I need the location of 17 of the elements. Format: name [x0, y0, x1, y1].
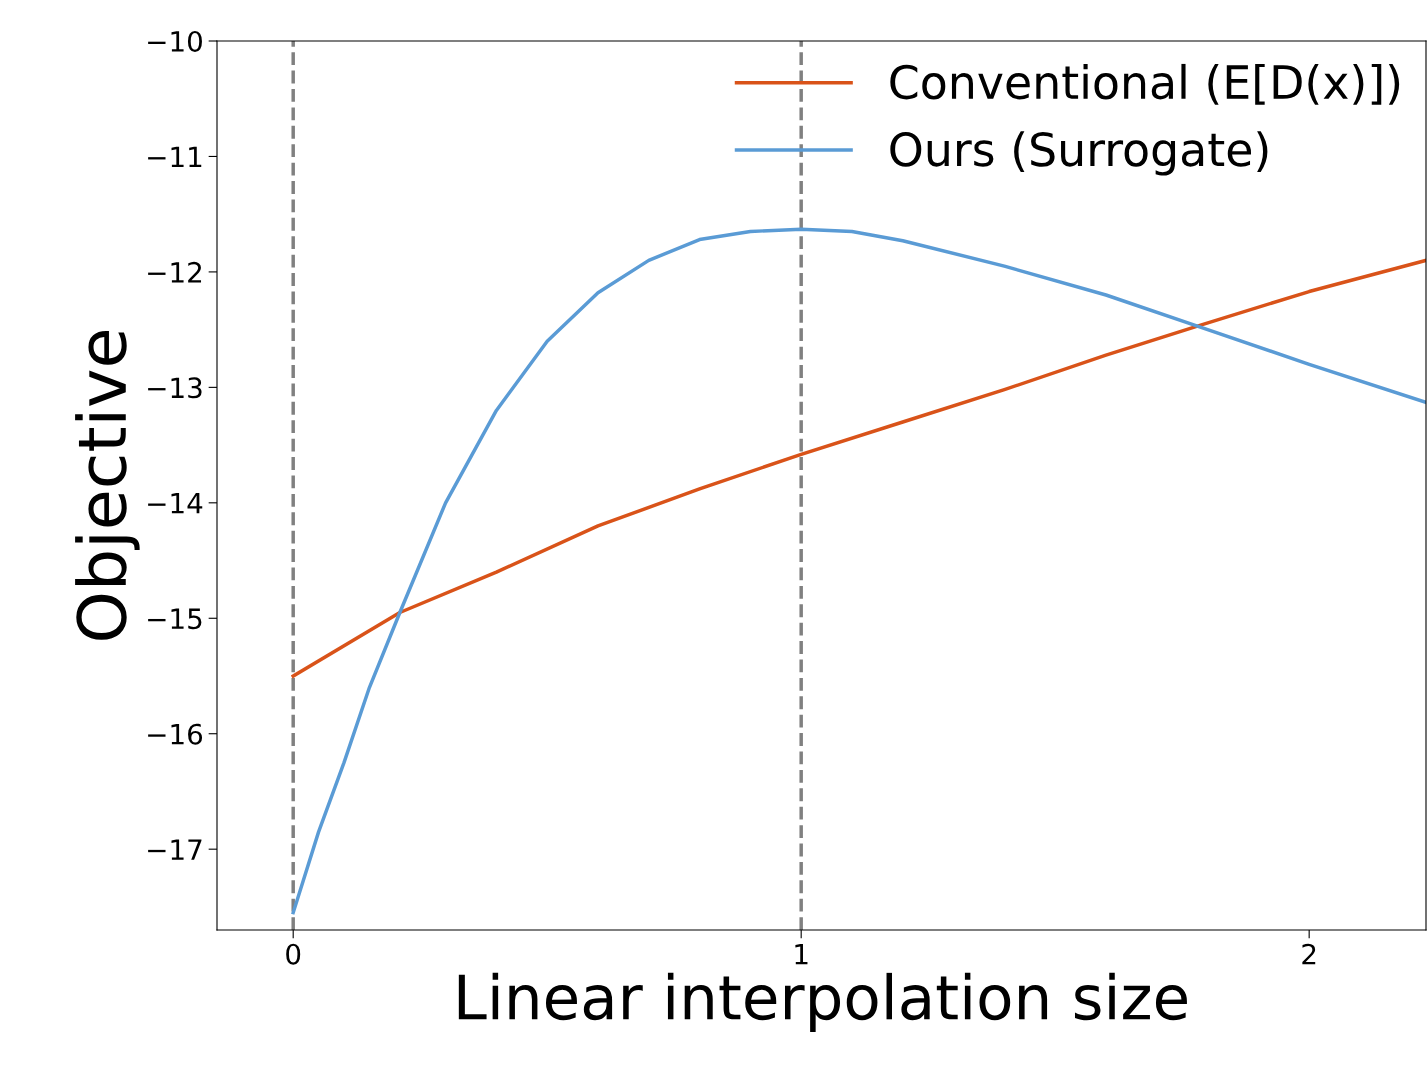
- y-tick-label: −11: [148, 146, 202, 168]
- y-tick-label: −14: [148, 493, 203, 514]
- y-tick-label: −17: [148, 839, 202, 860]
- x-axis-title: Linear interpolation size: [458, 972, 1187, 1032]
- y-tick-label: −16: [148, 723, 203, 745]
- y-axis-title: Objective: [75, 331, 140, 640]
- y-tick-label: −10: [148, 30, 202, 52]
- legend-label: Conventional (E[D(x)]): [890, 63, 1400, 105]
- line-series: [291, 227, 1426, 915]
- y-tick-label: −15: [148, 608, 202, 630]
- x-tick-label: 0: [286, 943, 301, 965]
- y-tick-label: −13: [148, 377, 202, 399]
- x-tick-label: 2: [1302, 943, 1316, 965]
- legend-label: Ours (Surrogate): [890, 131, 1268, 176]
- x-tick-label: 1: [795, 944, 808, 965]
- y-tick-label: −12: [148, 261, 202, 283]
- line-series: [291, 258, 1426, 678]
